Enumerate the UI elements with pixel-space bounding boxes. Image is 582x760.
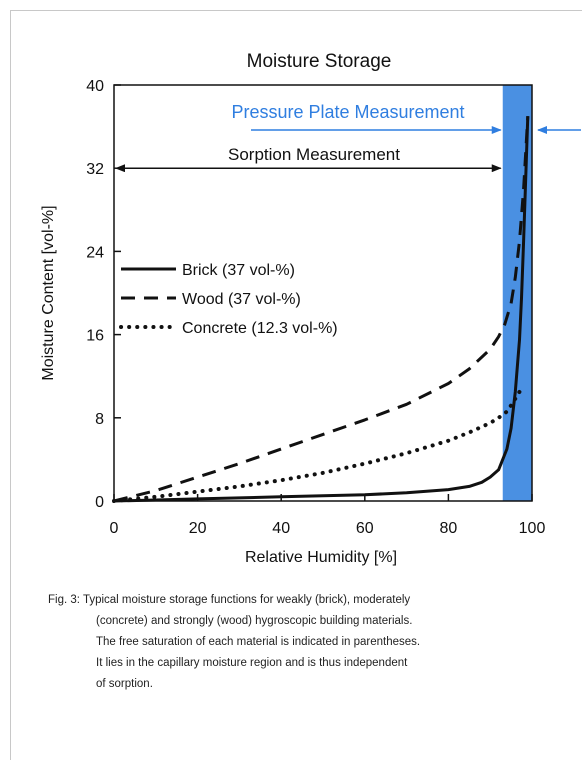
x-tick-label: 80 (440, 520, 458, 537)
y-tick-label: 8 (95, 411, 104, 428)
plot-area-frame (113, 84, 533, 502)
y-tick-label: 40 (86, 78, 104, 95)
chart-title: Moisture Storage (247, 51, 392, 72)
caption-line: Fig. 3: Typical moisture storage functio… (48, 594, 411, 606)
legend-label: Wood (37 vol-%) (182, 291, 301, 308)
pressure-plate-label: Pressure Plate Measurement (231, 102, 464, 122)
y-tick-label: 24 (86, 244, 104, 261)
legend-label: Brick (37 vol-%) (182, 262, 295, 279)
x-axis-label: Relative Humidity [%] (245, 549, 397, 566)
caption-line: of sorption. (96, 678, 153, 690)
series-line-dashed (113, 116, 530, 503)
figure-caption: Fig. 3: Typical moisture storage functio… (48, 590, 568, 695)
x-tick-label: 100 (519, 520, 546, 537)
sorption-measurement-label: Sorption Measurement (228, 145, 400, 164)
caption-line: The free saturation of each material is … (96, 636, 421, 648)
y-axis-label: Moisture Content [vol-%] (40, 205, 57, 380)
y-tick-label: 0 (95, 494, 104, 511)
y-tick-label: 32 (86, 161, 104, 178)
legend-label: Concrete (12.3 vol-%) (182, 320, 338, 337)
series-line-dotted (112, 389, 522, 503)
figure-frame (10, 10, 582, 760)
y-tick-label: 16 (86, 328, 104, 345)
caption-line: It lies in the capillary moisture region… (96, 657, 408, 669)
caption-line: (concrete) and strongly (wood) hygroscop… (96, 615, 413, 627)
x-tick-label: 20 (189, 520, 207, 537)
x-tick-label: 0 (110, 520, 119, 537)
x-tick-label: 60 (356, 520, 374, 537)
moisture-storage-chart: Moisture Storage 0 8 16 24 32 40 0 20 40 60 80 100 Re… (40, 51, 581, 566)
x-tick-label: 40 (272, 520, 290, 537)
series-line-solid (113, 116, 530, 503)
